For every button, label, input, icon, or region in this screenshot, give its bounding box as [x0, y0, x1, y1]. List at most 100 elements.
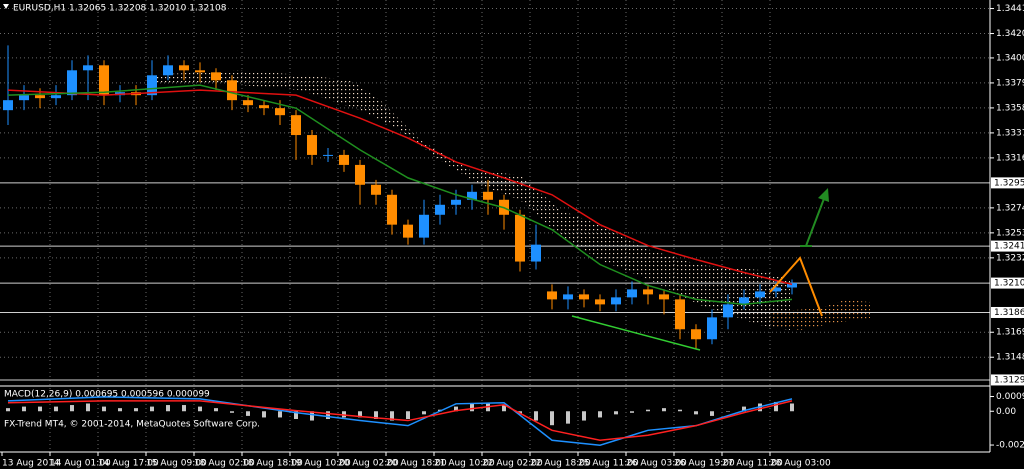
macd-bar	[166, 405, 170, 412]
candle-body	[451, 199, 461, 205]
candle-body	[723, 304, 733, 318]
candle-body	[307, 135, 317, 155]
candle-body	[771, 287, 781, 292]
candle-body	[243, 100, 253, 106]
candle-body	[563, 294, 573, 300]
y-tick-label: 1.32530	[996, 228, 1024, 238]
moving-average	[7, 89, 793, 286]
macd-bar	[246, 411, 250, 416]
projection-line	[769, 256, 823, 317]
macd-bar	[182, 405, 186, 412]
menu-icon[interactable]	[3, 4, 9, 9]
macd-bar	[550, 411, 554, 426]
macd-bar	[214, 408, 218, 412]
x-tick-label: 26 Aug 19:00	[674, 459, 735, 469]
candle-body	[403, 224, 413, 238]
y-tick-label: 1.32740	[996, 203, 1024, 213]
x-tick-label: 20 Aug 02:00	[338, 459, 399, 469]
macd-bar	[614, 411, 618, 415]
macd-bar	[534, 411, 538, 421]
level-label-box	[991, 374, 1024, 386]
macd-bar	[150, 406, 154, 412]
candle-body	[371, 184, 381, 195]
macd-bar	[774, 401, 778, 412]
copyright: FX-Trend MT4, © 2001-2014, MetaQuotes So…	[4, 420, 260, 430]
moving-average	[7, 84, 793, 306]
y-tick-label: 1.34205	[996, 29, 1024, 39]
x-tick-label: 13 Aug 2014	[2, 459, 60, 469]
macd-bar	[566, 411, 570, 424]
candle-body	[3, 100, 13, 111]
macd-bar	[646, 409, 650, 412]
candle-body	[99, 65, 109, 96]
macd-bar	[662, 408, 666, 412]
level-label: 1.32950	[994, 178, 1024, 188]
candle-body	[467, 191, 477, 200]
candle-body	[387, 194, 397, 225]
candle-body	[275, 108, 285, 116]
y-tick-label: 1.33580	[996, 103, 1024, 113]
candle-body	[291, 115, 301, 136]
macd-bar	[230, 411, 234, 413]
level-label: 1.32108	[994, 279, 1024, 289]
x-tick-label: 26 Aug 03:00	[626, 459, 687, 469]
macd-bar	[742, 406, 746, 412]
macd-bar	[422, 411, 426, 415]
macd-bar	[454, 406, 458, 412]
x-tick-label: 27 Aug 11:00	[722, 459, 783, 469]
macd-bar	[310, 411, 314, 421]
candle-body	[787, 283, 797, 288]
macd-bar	[326, 411, 330, 419]
candle-body	[83, 65, 93, 71]
macd-bar	[54, 406, 58, 412]
macd-bar	[118, 408, 122, 412]
candle-body	[707, 317, 717, 340]
macd-bar	[406, 411, 410, 419]
macd-bar	[694, 411, 698, 415]
macd-bar	[598, 411, 602, 418]
trend-line	[571, 315, 701, 351]
macd-bar	[22, 406, 26, 412]
x-tick-label: 18 Aug 02:00	[194, 459, 255, 469]
x-tick-label: 19 Aug 10:00	[290, 459, 351, 469]
candle-body	[419, 214, 429, 238]
candle-body	[35, 95, 45, 99]
x-tick-label: 22 Aug 18:00	[530, 459, 591, 469]
candle-body	[51, 95, 61, 99]
candle-body	[195, 70, 205, 73]
candle-body	[627, 289, 637, 298]
candle-body	[483, 191, 493, 200]
ichimoku-cloud-future	[770, 300, 870, 330]
chart-header: EURUSD,H1 1.32065 1.32208 1.32010 1.3210…	[13, 4, 227, 14]
y-tick-label: 1.32320	[996, 253, 1024, 263]
macd-bar	[6, 408, 10, 412]
candle-body	[659, 294, 669, 300]
level-label-box	[991, 306, 1024, 318]
candle-body	[755, 291, 765, 298]
candle-body	[211, 72, 221, 81]
y-tick-label: 0.00	[996, 407, 1016, 417]
y-tick-label: 1.33160	[996, 153, 1024, 163]
x-tick-label: 25 Aug 11:00	[578, 459, 639, 469]
candle-body	[691, 329, 701, 340]
macd-bar	[70, 405, 74, 412]
candle-body	[323, 154, 333, 156]
ichimoku-cloud	[150, 70, 790, 330]
macd-bar	[790, 403, 794, 412]
macd-bar	[198, 406, 202, 412]
macd-bar	[294, 411, 298, 419]
macd-bar	[630, 411, 634, 413]
candle-body	[739, 297, 749, 305]
macd-bar	[102, 406, 106, 412]
macd-bar	[678, 409, 682, 412]
arrow-shaft	[805, 195, 826, 247]
candle-body	[595, 299, 605, 305]
candle-body	[547, 291, 557, 300]
macd-bar	[726, 411, 730, 412]
candle-body	[147, 75, 157, 96]
macd-bar	[390, 411, 394, 421]
